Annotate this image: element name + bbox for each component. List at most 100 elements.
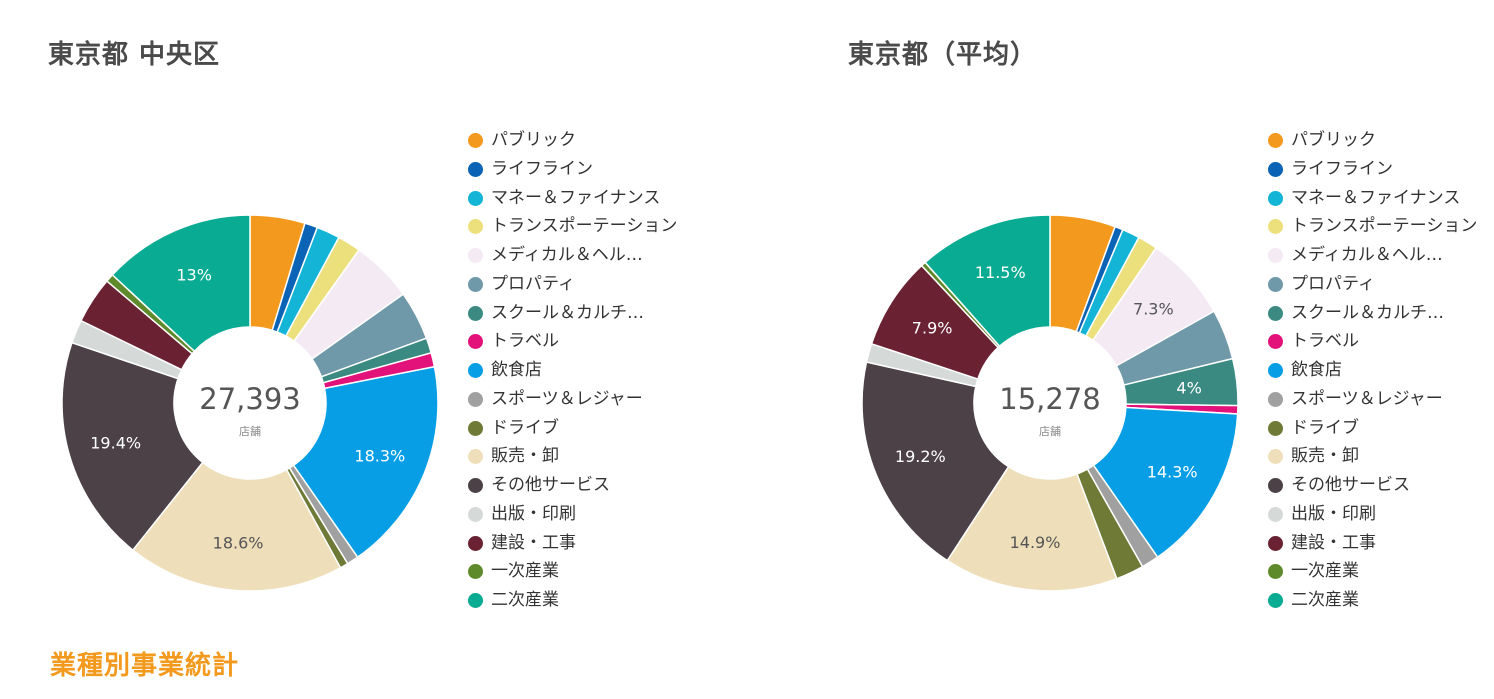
legend: パブリックライフラインマネー＆ファイナンストランスポーテーションメディカル＆ヘル… [1268,129,1478,618]
legend-item[interactable]: 一次産業 [468,560,678,582]
legend-swatch [1268,305,1283,321]
legend-swatch [468,478,483,493]
legend-swatch [1268,190,1283,206]
legend-item[interactable]: マネー＆ファイナンス [468,187,678,209]
legend-item[interactable]: スポーツ＆レジャー [468,388,678,410]
legend-swatch [1268,161,1283,177]
donut-hole [974,327,1126,479]
slice-data-label: 7.9% [912,318,953,337]
legend-swatch [1268,133,1283,148]
legend-label: 飲食店 [491,360,542,380]
donut-hole [174,327,326,479]
legend-swatch [1268,535,1283,551]
legend-item[interactable]: 二次産業 [468,589,678,611]
legend-item[interactable]: トラベル [468,330,678,352]
legend-item[interactable]: ライフライン [1268,158,1478,180]
slice-data-label: 4% [1176,378,1201,397]
chart-title: 東京都（平均） [848,40,1038,70]
legend-swatch [1268,478,1283,493]
legend-swatch [468,449,483,465]
legend-swatch [468,133,483,148]
legend-label: トラベル [1291,331,1359,352]
slice-data-label: 14.3% [1147,462,1198,481]
legend-swatch [1268,391,1283,407]
legend-swatch [468,334,483,350]
legend-swatch [1268,276,1283,292]
legend-label: トランスポーテーション [1291,216,1478,237]
legend-label: パブリック [491,130,576,150]
legend-swatch [468,593,483,608]
legend-label: 建設・工事 [1291,532,1376,553]
legend-item[interactable]: 建設・工事 [468,532,678,554]
total-count: 27,393 [199,382,300,416]
legend-swatch [468,535,483,551]
legend-swatch [468,248,483,263]
legend-swatch [1268,420,1283,436]
legend-label: その他サービス [491,475,610,495]
total-unit: 店舗 [1039,424,1061,438]
legend-swatch [468,190,483,206]
slice-data-label: 13% [176,266,212,285]
legend-swatch [1268,334,1283,350]
legend-swatch [1268,219,1283,235]
legend-label: 飲食店 [1291,360,1342,380]
legend-item[interactable]: 飲食店 [1268,359,1478,381]
legend-label: ライフライン [491,158,593,179]
legend-item[interactable]: その他サービス [1268,474,1478,496]
legend-item[interactable]: 販売・卸 [468,445,678,467]
legend-swatch [1268,564,1283,580]
slice-data-label: 19.2% [895,447,946,466]
legend-swatch [468,161,483,177]
legend-item[interactable]: マネー＆ファイナンス [1268,187,1478,209]
legend-item[interactable]: メディカル＆ヘル… [1268,244,1478,266]
chart-panel-tokyo-average: 東京都（平均） 7.3% 4% 14.3% 14.9% 19.2% 7.9% 11.5% 15… [800,0,1494,699]
legend-swatch [468,564,483,580]
legend-item[interactable]: 二次産業 [1268,589,1478,611]
legend-item[interactable]: その他サービス [468,474,678,496]
legend: パブリックライフラインマネー＆ファイナンストランスポーテーションメディカル＆ヘル… [468,129,678,618]
section-title: 業種別事業統計 [50,651,240,681]
legend-item[interactable]: 出版・印刷 [468,503,678,525]
legend-item[interactable]: プロパティ [468,273,678,295]
legend-swatch [1268,248,1283,263]
chart-panel-chuo: 東京都 中央区 18.3% 18.6% 19.4% 13% 27,393 店舗 パブリック… [0,0,700,699]
legend-item[interactable]: スクール＆カルチ… [1268,302,1478,324]
legend-label: ドライブ [1291,417,1359,438]
slice-data-label: 14.9% [1010,533,1061,552]
legend-item[interactable]: ドライブ [468,417,678,439]
legend-item[interactable]: 飲食店 [468,359,678,381]
legend-swatch [468,219,483,235]
legend-item[interactable]: パブリック [468,129,678,151]
legend-item[interactable]: トランスポーテーション [1268,215,1478,237]
legend-item[interactable]: パブリック [1268,129,1478,151]
legend-label: 出版・印刷 [491,503,576,524]
legend-label: 一次産業 [491,561,559,582]
legend-item[interactable]: スポーツ＆レジャー [1268,388,1478,410]
legend-label: トランスポーテーション [491,216,678,237]
legend-item[interactable]: メディカル＆ヘル… [468,244,678,266]
slice-data-label: 19.4% [90,433,141,452]
donut-chart: 7.3% 4% 14.3% 14.9% 19.2% 7.9% 11.5% 15,278 店舗 [861,214,1239,592]
legend-label: ライフライン [1291,158,1393,179]
legend-swatch [1268,506,1283,522]
legend-swatch [468,276,483,292]
legend-item[interactable]: ドライブ [1268,417,1478,439]
legend-label: 一次産業 [1291,561,1359,582]
legend-item[interactable]: 販売・卸 [1268,445,1478,467]
legend-item[interactable]: トラベル [1268,330,1478,352]
legend-item[interactable]: 出版・印刷 [1268,503,1478,525]
legend-swatch [1268,593,1283,608]
legend-label: プロパティ [1291,273,1375,294]
legend-item[interactable]: 建設・工事 [1268,532,1478,554]
legend-item[interactable]: ライフライン [468,158,678,180]
legend-item[interactable]: トランスポーテーション [468,215,678,237]
legend-swatch [468,363,483,378]
legend-swatch [468,506,483,522]
legend-label: 販売・卸 [491,446,559,467]
slice-data-label: 7.3% [1133,300,1174,319]
legend-item[interactable]: 一次産業 [1268,560,1478,582]
slice-data-label: 11.5% [975,263,1026,282]
legend-item[interactable]: スクール＆カルチ… [468,302,678,324]
legend-item[interactable]: プロパティ [1268,273,1478,295]
legend-label: 二次産業 [491,590,559,610]
